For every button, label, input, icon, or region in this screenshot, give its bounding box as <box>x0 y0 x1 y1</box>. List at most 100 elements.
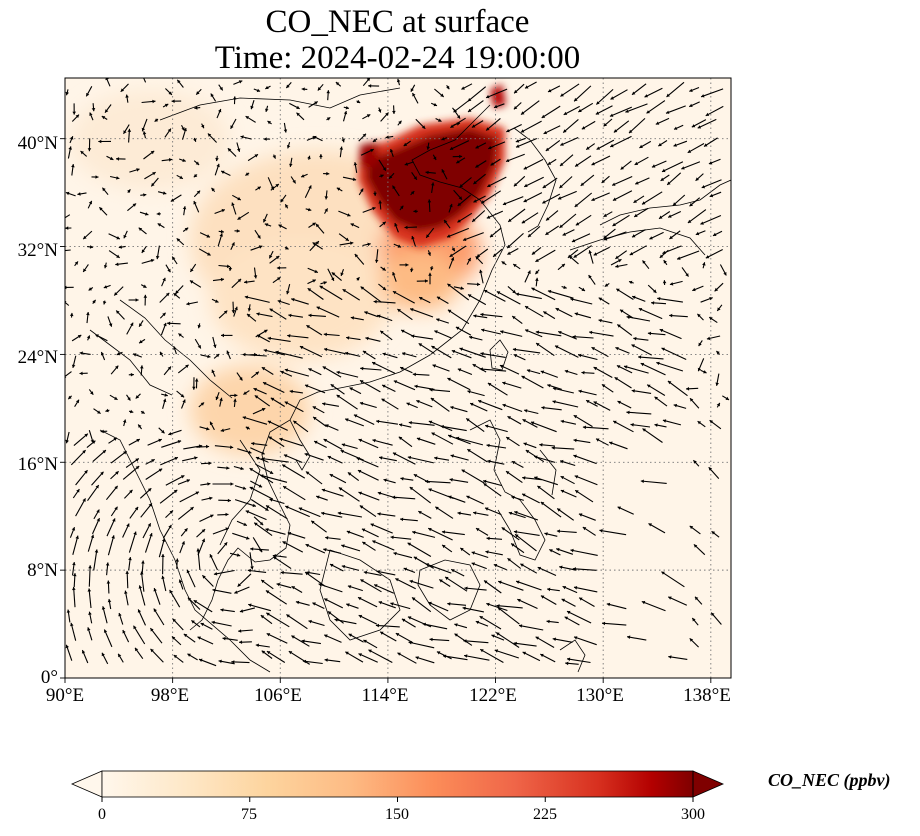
wind-arrow-head <box>233 398 237 402</box>
lon-tick-label: 138°E <box>683 685 731 706</box>
wind-arrow-head <box>145 212 149 216</box>
wind-arrow <box>415 656 435 664</box>
wind-arrow <box>486 602 508 612</box>
wind-arrow-head <box>418 511 422 515</box>
wind-arrow-head <box>360 579 364 583</box>
wind-arrow-head <box>260 615 265 619</box>
wind-arrow-head <box>227 498 231 503</box>
wind-arrow-head <box>312 279 316 283</box>
wind-arrow-head <box>263 348 267 353</box>
wind-arrow-head <box>256 88 261 93</box>
wind-arrow <box>353 414 375 425</box>
wind-arrow-head <box>257 186 261 190</box>
wind-arrow-head <box>283 454 288 458</box>
wind-arrow-head <box>624 365 628 369</box>
wind-arrow-head <box>413 209 417 214</box>
wind-arrow-head <box>382 384 386 388</box>
wind-arrow-head <box>475 256 479 260</box>
wind-arrow-head <box>434 456 438 460</box>
wind-arrow-head <box>457 219 461 223</box>
wind-arrow-head <box>687 219 692 223</box>
wind-arrow-head <box>91 440 96 444</box>
wind-arrow-head <box>435 506 439 510</box>
wind-arrow-head <box>174 456 178 461</box>
wind-arrow <box>359 505 377 518</box>
wind-arrow-head <box>609 441 613 445</box>
wind-arrow-head <box>457 202 462 206</box>
wind-arrow-head <box>172 618 177 623</box>
wind-arrow-head <box>400 517 404 522</box>
wind-arrow-head <box>330 384 335 388</box>
wind-arrow <box>661 347 687 360</box>
wind-arrow-head <box>162 312 166 317</box>
wind-arrow <box>505 470 523 484</box>
wind-arrow-head <box>502 403 506 408</box>
wind-arrow-head <box>626 315 630 320</box>
wind-arrow <box>572 336 594 339</box>
wind-arrow <box>212 589 232 594</box>
wind-arrow-head <box>400 477 404 481</box>
wind-arrow-head <box>282 464 286 468</box>
wind-arrow-head <box>357 469 362 474</box>
wind-arrow-head <box>687 149 692 153</box>
wind-arrow-head <box>709 420 714 424</box>
wind-arrow-head <box>399 423 403 427</box>
wind-arrow-head <box>311 520 315 524</box>
wind-arrow-head <box>114 396 118 400</box>
wind-arrow <box>88 565 91 587</box>
wind-arrow-head <box>476 253 481 258</box>
wind-arrow <box>70 449 86 466</box>
wind-arrow-head <box>314 101 318 105</box>
wind-arrow <box>593 366 613 378</box>
wind-arrow <box>570 549 598 556</box>
wind-arrow <box>497 606 520 625</box>
wind-arrow-head <box>316 306 321 310</box>
wind-arrow-head <box>528 233 532 238</box>
wind-arrow-head <box>612 182 616 186</box>
wind-arrow <box>440 425 467 432</box>
wind-arrow-head <box>312 602 316 606</box>
wind-arrow-head <box>373 299 377 304</box>
wind-arrow <box>65 249 71 252</box>
wind-arrow <box>477 399 503 411</box>
wind-arrow <box>345 651 364 663</box>
wind-arrow-head <box>407 616 412 620</box>
wind-arrow-head <box>397 244 402 248</box>
wind-arrow-head <box>220 277 224 282</box>
wind-arrow-head <box>324 598 328 602</box>
wind-arrow-head <box>419 297 423 301</box>
wind-arrow-head <box>307 155 311 160</box>
wind-arrow-head <box>461 86 465 90</box>
wind-arrow-head <box>454 633 458 637</box>
wind-arrow-head <box>180 475 185 479</box>
wind-arrow-head <box>471 551 475 555</box>
wind-arrow <box>214 445 234 449</box>
wind-arrow-head <box>601 384 606 388</box>
wind-arrow <box>465 417 485 433</box>
wind-arrow <box>242 416 268 425</box>
wind-arrow-head <box>450 124 454 128</box>
wind-arrow-head <box>638 355 642 359</box>
wind-arrow-head <box>558 196 562 200</box>
wind-arrow <box>537 566 557 577</box>
wind-arrow-head <box>470 402 474 407</box>
wind-arrow-head <box>545 231 549 235</box>
wind-arrow <box>638 356 664 360</box>
wind-arrow-head <box>102 301 107 305</box>
wind-arrow-head <box>630 423 634 427</box>
wind-arrow-head <box>269 470 274 474</box>
lat-tick-label: 32°N <box>17 240 58 261</box>
wind-arrow-head <box>221 170 225 174</box>
wind-arrow-head <box>196 548 200 552</box>
wind-arrow-head <box>129 409 134 414</box>
wind-arrow-head <box>91 108 96 112</box>
wind-arrow <box>506 232 524 249</box>
wind-arrow <box>307 287 324 300</box>
wind-arrow-head <box>184 227 189 231</box>
wind-arrow-head <box>284 401 289 405</box>
wind-arrow-head <box>560 93 564 97</box>
wind-arrow-head <box>147 488 152 492</box>
wind-arrow-head <box>667 181 671 185</box>
wind-arrow-head <box>361 528 366 532</box>
wind-arrow-head <box>150 648 154 653</box>
